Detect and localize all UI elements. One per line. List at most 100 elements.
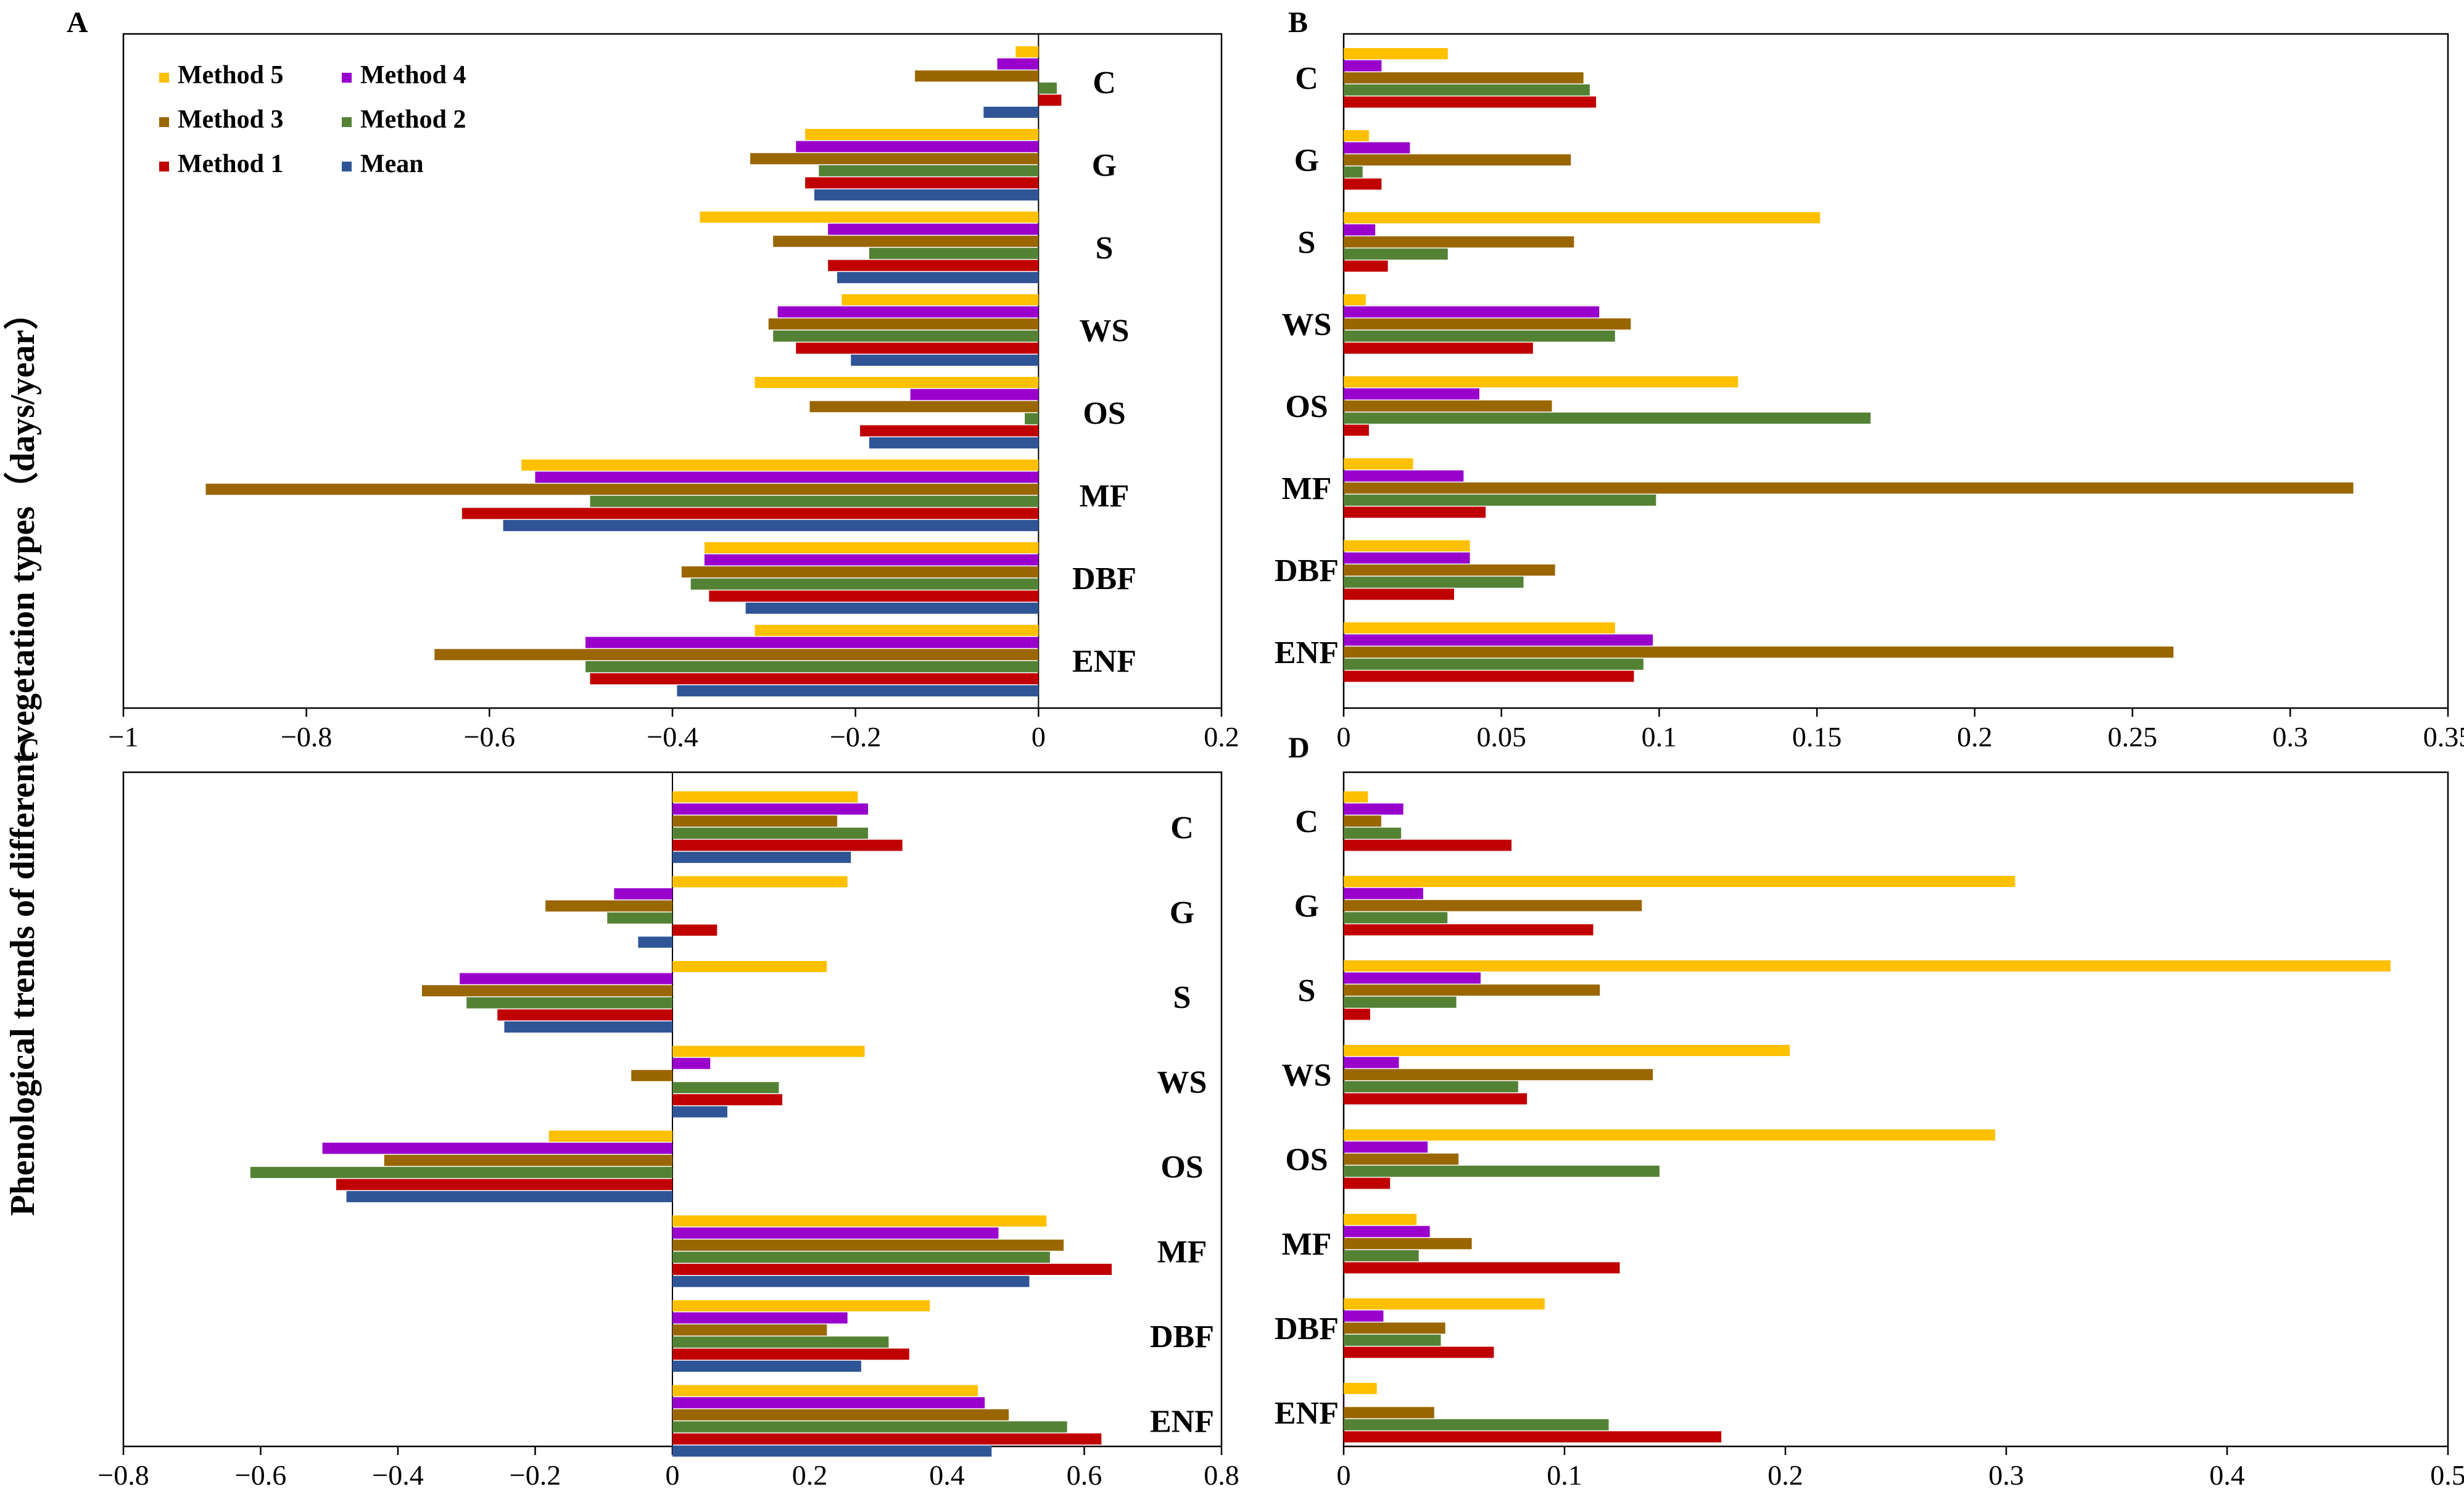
bar: [805, 177, 1039, 189]
bar: [535, 471, 1039, 483]
legend-label: Mean: [360, 150, 424, 178]
bar: [1344, 576, 1524, 588]
bar: [336, 1179, 672, 1190]
bar: [672, 1397, 985, 1409]
bar: [1344, 470, 1464, 482]
bar: [672, 791, 858, 803]
bar: [545, 900, 672, 912]
bar: [1344, 1250, 1419, 1261]
bar: [1344, 900, 1642, 912]
bar: [672, 1082, 779, 1094]
category-label: MF: [1282, 1227, 1332, 1262]
x-tick-label: −1: [109, 721, 139, 752]
category-label: OS: [1285, 1142, 1328, 1177]
bar: [1344, 1383, 1377, 1395]
bar: [1344, 248, 1448, 260]
legend-swatch: [342, 73, 352, 83]
bar: [851, 355, 1039, 366]
bar: [672, 1409, 1009, 1420]
bar: [1344, 552, 1470, 564]
legend-label: Method 4: [360, 61, 466, 89]
legend-swatch: [342, 162, 352, 171]
category-label: G: [1294, 889, 1319, 924]
bar: [672, 876, 848, 888]
category-label: C: [1093, 65, 1116, 101]
panel-label: D: [1288, 732, 1310, 764]
bar: [521, 460, 1039, 471]
bar: [1344, 96, 1597, 108]
bar: [1344, 634, 1653, 646]
bar: [709, 590, 1039, 602]
legend-swatch: [159, 73, 169, 83]
bar: [910, 389, 1039, 400]
bar: [1344, 1069, 1653, 1081]
bar: [1025, 413, 1039, 424]
bar: [672, 1445, 992, 1457]
bar: [1344, 803, 1404, 815]
x-tick-label: 0.4: [929, 1459, 965, 1491]
bar: [672, 1312, 848, 1324]
x-tick-label: 0.35: [2423, 721, 2464, 752]
category-label: ENF: [1275, 635, 1339, 670]
bar: [250, 1166, 672, 1178]
bar: [837, 272, 1039, 284]
x-tick-label: 0.15: [1792, 721, 1842, 752]
bar: [796, 342, 1039, 354]
category-label: OS: [1285, 389, 1328, 424]
bar: [860, 425, 1039, 437]
bar: [1344, 1129, 1996, 1141]
bar: [1344, 1334, 1441, 1346]
bar: [1344, 1057, 1399, 1068]
bar: [585, 637, 1039, 648]
x-tick-label: 0.8: [1204, 1459, 1239, 1491]
bar: [1344, 306, 1600, 318]
bar: [672, 961, 827, 973]
bar: [1344, 827, 1402, 839]
panel-frame: [1342, 33, 2449, 709]
bar: [384, 1155, 672, 1166]
bar: [1344, 506, 1486, 518]
bar: [750, 153, 1039, 165]
category-label: MF: [1080, 479, 1130, 514]
bar: [704, 554, 1039, 566]
legend-label: Method 2: [360, 105, 466, 134]
bar: [672, 1106, 727, 1118]
bar: [672, 852, 851, 864]
bar: [1344, 458, 1413, 470]
bar: [590, 495, 1039, 507]
category-label: S: [1173, 980, 1191, 1015]
bar: [1344, 212, 1821, 224]
panel-frame: [122, 33, 1223, 709]
x-tick-label: −0.4: [372, 1459, 423, 1491]
x-tick-label: 0: [1031, 721, 1046, 752]
bar: [841, 294, 1039, 306]
bar: [1344, 130, 1369, 142]
bar: [1344, 494, 1656, 506]
bar: [1344, 996, 1457, 1008]
bar: [322, 1142, 672, 1154]
panel-C: C −0.8 −0.6 −0.4 −0.2 0 0.2 0.4 0.6 0.8 C G S WS OS MF D…: [19, 733, 1239, 1491]
bar: [672, 1361, 861, 1372]
category-label: DBF: [1275, 1311, 1339, 1346]
x-tick-label: 0.5: [2430, 1459, 2464, 1491]
bar: [672, 1421, 1067, 1433]
bar: [672, 1045, 865, 1057]
bar: [1344, 876, 2015, 888]
bar: [1344, 912, 1448, 923]
bar: [1344, 1431, 1722, 1443]
bar: [1344, 260, 1388, 272]
legend: Method 5 Method 4 Method 3 Method 2 Method 1…: [159, 61, 466, 178]
legend-label: Method 3: [178, 105, 284, 134]
bar: [1344, 376, 1738, 388]
bar: [1344, 888, 1423, 899]
bar: [1344, 60, 1382, 72]
category-label: S: [1298, 973, 1316, 1008]
bar: [1344, 960, 2391, 972]
bar: [548, 1131, 672, 1142]
category-label: DBF: [1150, 1319, 1214, 1354]
bar: [672, 1263, 1112, 1275]
x-tick-label: 0.3: [2273, 721, 2309, 752]
bar: [1344, 924, 1594, 936]
bar: [672, 839, 903, 851]
bar: [461, 508, 1039, 519]
